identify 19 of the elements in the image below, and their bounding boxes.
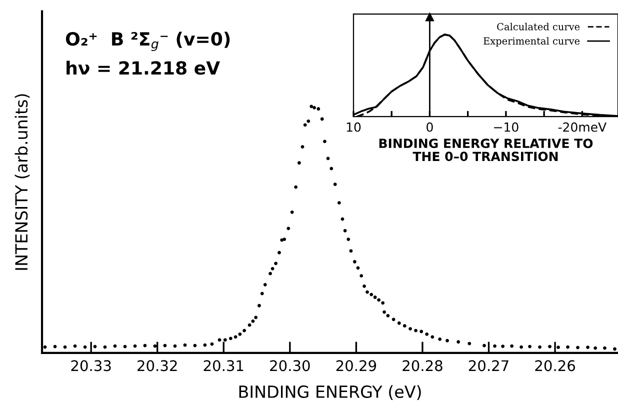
x-tick-label: 20.33: [71, 360, 111, 372]
x-tick-label: 20.26: [535, 360, 575, 372]
x-tick-label: 20.29: [336, 360, 376, 372]
y-axis-title: INTENSITY (arb.units): [14, 94, 30, 270]
legend-label: Experimental curve: [484, 37, 580, 46]
x-tick-label: 0: [426, 122, 433, 132]
x-axis-title: BINDING ENERGY (eV): [239, 385, 421, 400]
x-tick-label: -20meV: [558, 122, 606, 132]
x-tick-label: 20.32: [138, 360, 177, 372]
x-axis-title: BINDING ENERGY RELATIVE TO THE 0–0 TRANSITION: [379, 138, 593, 162]
x-tick-label: 20.31: [204, 360, 244, 372]
x-tick-label: −10: [494, 122, 518, 132]
x-tick-label: 20.27: [468, 360, 508, 372]
legend-label: Calculated curve: [497, 22, 580, 30]
text: hν = 21.218 eV: [66, 60, 220, 75]
x-tick-label: 20.28: [402, 360, 442, 372]
x-tick-label: 10: [346, 122, 361, 132]
x-tick-label: 20.30: [270, 360, 310, 372]
text: O₂⁺ B ²Σ$_{g}$⁻ (v=0): [66, 32, 230, 52]
